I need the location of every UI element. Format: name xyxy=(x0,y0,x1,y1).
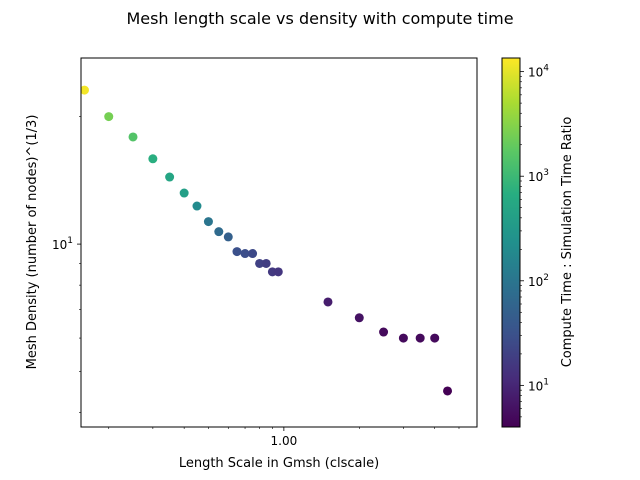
scatter-point xyxy=(104,112,114,122)
plot-area-frame xyxy=(80,57,478,428)
colorbar-ticks: 101 102 103 104 xyxy=(520,64,549,418)
scatter-point xyxy=(255,258,265,268)
y-tick-label: 101 xyxy=(52,236,73,252)
scatter-point xyxy=(273,267,283,277)
scatter-point xyxy=(415,333,425,343)
scatter-points xyxy=(81,85,453,396)
scatter-point xyxy=(203,217,213,227)
scatter-point xyxy=(323,297,333,307)
scatter-point xyxy=(430,333,440,343)
y-axis-ticks: 101 xyxy=(52,116,81,413)
scatter-point xyxy=(148,154,158,164)
colorbar-tick-label: 104 xyxy=(528,64,549,80)
colorbar xyxy=(501,57,521,428)
scatter-point xyxy=(128,132,138,142)
scatter-point xyxy=(232,247,242,257)
y-axis-label: Mesh Density (number of nodes)^(1/3) xyxy=(25,115,40,370)
x-axis-label: Length Scale in Gmsh (clscale) xyxy=(179,456,379,471)
scatter-point xyxy=(443,386,453,396)
scatter-point xyxy=(261,258,271,268)
chart-title: Mesh length scale vs density with comput… xyxy=(126,9,513,28)
scatter-point xyxy=(81,85,89,95)
colorbar-tick-label: 103 xyxy=(528,168,549,184)
x-tick-label: 1.00 xyxy=(271,434,298,448)
scatter-point xyxy=(240,249,250,259)
scatter-point xyxy=(179,188,189,198)
scatter-point xyxy=(248,249,258,259)
colorbar-tick-label: 102 xyxy=(528,273,549,289)
colorbar-label: Compute Time : Simulation Time Ratio xyxy=(560,117,575,368)
scatter-point xyxy=(354,313,364,323)
scatter-point xyxy=(379,327,389,337)
scatter-point xyxy=(223,232,233,242)
scatter-point xyxy=(398,333,408,343)
scatter-point xyxy=(192,201,202,211)
scatter-point xyxy=(165,172,175,182)
colorbar-tick-label: 101 xyxy=(528,377,549,393)
scatter-point xyxy=(214,227,224,237)
x-axis-ticks: 1.00 xyxy=(108,427,460,448)
